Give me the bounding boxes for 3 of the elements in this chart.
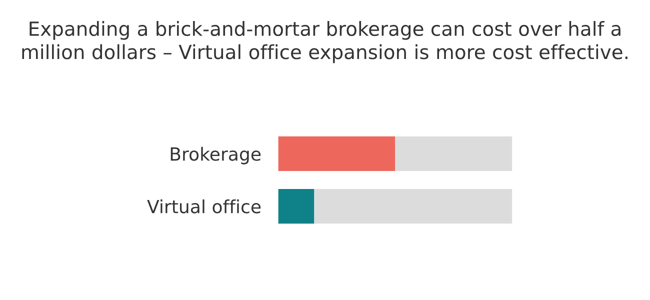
y-tick-label: Virtual office	[147, 199, 261, 214]
chart-title: Expanding a brick-and-mortar brokerage can cost over half a million dollars – Virtual office expansion is more cost effective.	[22, 21, 628, 64]
y-tick-label: Brokerage	[170, 146, 261, 164]
